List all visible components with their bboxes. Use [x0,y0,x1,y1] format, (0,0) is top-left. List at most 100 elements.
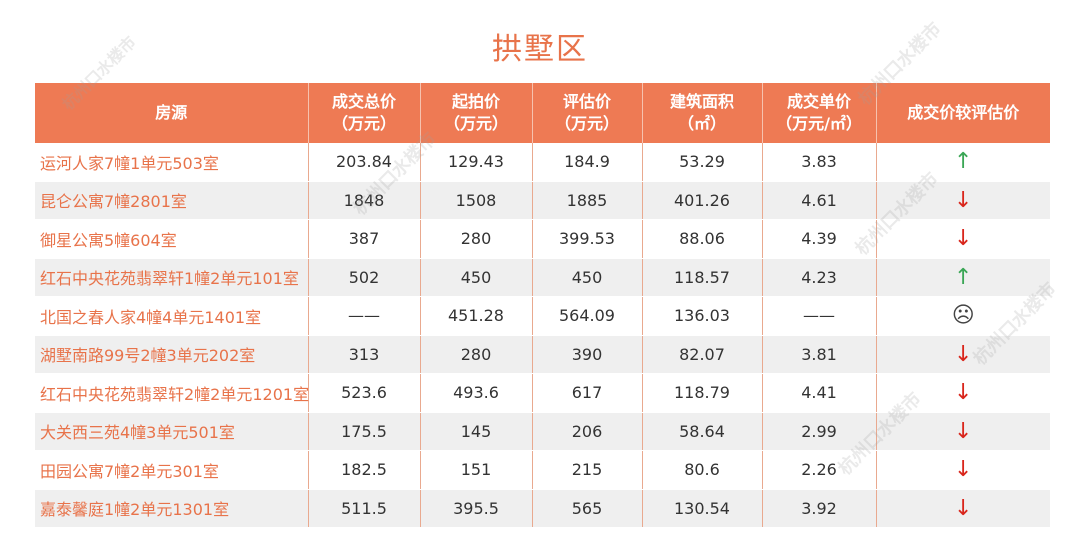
total-price-cell: —— [307,296,420,336]
area-cell: 88.06 [641,219,762,259]
appraisal-price-cell: 564.09 [531,296,642,336]
sad-face-icon: ☹ [951,303,975,329]
unit-price-cell: —— [761,296,876,336]
appraisal-price-cell: 184.9 [531,143,642,182]
unit-price-cell: 4.39 [761,219,876,259]
appraisal-price-cell: 617 [531,373,642,413]
unit-price-cell: 3.83 [761,143,876,182]
total-price-cell: 182.5 [307,450,420,490]
table-row: 湖墅南路99号2幢3单元202室 313 280 390 82.07 3.81 ↓ [35,335,1050,374]
area-cell: 82.07 [641,335,762,374]
area-cell: 53.29 [641,143,762,182]
trend-cell: ↓ [875,412,1050,451]
trend-cell: ↓ [875,489,1050,528]
total-price-cell: 502 [307,258,420,297]
unit-price-cell: 4.61 [761,181,876,220]
column-header-line1: 成交总价 [331,92,396,111]
unit-price-cell: 3.81 [761,335,876,374]
unit-price-cell: 2.99 [761,412,876,451]
start-price-cell: 145 [419,412,532,451]
table-row: 昆仑公寓7幢2801室 1848 1508 1885 401.26 4.61 ↓ [35,181,1050,220]
start-price-cell: 280 [419,219,532,259]
start-price-cell: 1508 [419,181,532,220]
appraisal-price-cell: 206 [531,412,642,451]
property-name-cell: 运河人家7幢1单元503室 [35,143,308,182]
property-name-cell: 大关西三苑4幢3单元501室 [35,412,308,451]
column-header-line1: 起拍价 [451,92,500,111]
down-arrow-icon: ↓ [954,380,973,406]
table-row: 北国之春人家4幢4单元1401室 —— 451.28 564.09 136.03 —— ☹ [35,296,1050,336]
start-price-cell: 451.28 [419,296,532,336]
down-arrow-icon: ↓ [954,495,973,521]
column-header: 建筑面积 （㎡） [641,83,762,143]
table-row: 大关西三苑4幢3单元501室 175.5 145 206 58.64 2.99 ↓ [35,412,1050,451]
appraisal-price-cell: 565 [531,489,642,528]
unit-price-cell: 4.41 [761,373,876,413]
total-price-cell: 175.5 [307,412,420,451]
start-price-cell: 280 [419,335,532,374]
column-header-line1: 成交单价 [786,92,851,111]
area-cell: 130.54 [641,489,762,528]
area-cell: 80.6 [641,450,762,490]
down-arrow-icon: ↓ [954,341,973,367]
column-header-line1: 房源 [155,103,188,122]
area-cell: 118.57 [641,258,762,297]
up-arrow-icon: ↑ [954,264,973,290]
property-name-cell: 北国之春人家4幢4单元1401室 [35,296,308,336]
total-price-cell: 511.5 [307,489,420,528]
header-row: 房源 成交总价 （万元） 起拍价 （万元） 评估价 （万元） 建筑面积 （㎡） 成交单价 （万元/㎡… [35,83,1050,143]
table-row: 御星公寓5幢604室 387 280 399.53 88.06 4.39 ↓ [35,219,1050,259]
column-header-line2: （万元） [331,114,396,133]
property-name-cell: 昆仑公寓7幢2801室 [35,181,308,220]
down-arrow-icon: ↓ [954,187,973,213]
unit-price-cell: 2.26 [761,450,876,490]
property-name-cell: 嘉泰馨庭1幢2单元1301室 [35,489,308,528]
table-row: 红石中央花苑翡翠轩1幢2单元101室 502 450 450 118.57 4.23 ↑ [35,258,1050,297]
unit-price-cell: 4.23 [761,258,876,297]
total-price-cell: 387 [307,219,420,259]
appraisal-price-cell: 215 [531,450,642,490]
table-row: 运河人家7幢1单元503室 203.84 129.43 184.9 53.29 3.83 ↑ [35,143,1050,182]
area-cell: 401.26 [641,181,762,220]
down-arrow-icon: ↓ [954,457,973,483]
column-header: 成交单价 （万元/㎡） [761,83,876,143]
page-title: 拱墅区 [492,32,588,67]
start-price-cell: 129.43 [419,143,532,182]
property-name-cell: 田园公寓7幢2单元301室 [35,450,308,490]
column-header: 成交总价 （万元） [307,83,420,143]
unit-price-cell: 3.92 [761,489,876,528]
column-header-line2: （万元） [554,114,619,133]
property-name-cell: 御星公寓5幢604室 [35,219,308,259]
up-arrow-icon: ↑ [954,149,973,175]
area-cell: 118.79 [641,373,762,413]
column-header-line1: 建筑面积 [669,92,734,111]
down-arrow-icon: ↓ [954,418,973,444]
auction-table: 房源 成交总价 （万元） 起拍价 （万元） 评估价 （万元） 建筑面积 （㎡） 成交单价 （万元/㎡… [35,83,1050,528]
column-header: 成交价较评估价 [875,83,1050,143]
total-price-cell: 203.84 [307,143,420,182]
appraisal-price-cell: 390 [531,335,642,374]
area-cell: 58.64 [641,412,762,451]
property-name-cell: 湖墅南路99号2幢3单元202室 [35,335,308,374]
table-row: 嘉泰馨庭1幢2单元1301室 511.5 395.5 565 130.54 3.92 ↓ [35,489,1050,528]
trend-cell: ↓ [875,181,1050,220]
start-price-cell: 395.5 [419,489,532,528]
column-header-line2: （万元） [443,114,508,133]
property-name-cell: 红石中央花苑翡翠轩1幢2单元101室 [35,258,308,297]
column-header: 评估价 （万元） [531,83,642,143]
appraisal-price-cell: 450 [531,258,642,297]
trend-cell: ↓ [875,335,1050,374]
column-header-line2: （万元/㎡） [776,114,862,133]
trend-cell: ↓ [875,373,1050,413]
column-header: 房源 [35,83,308,143]
appraisal-price-cell: 399.53 [531,219,642,259]
start-price-cell: 493.6 [419,373,532,413]
start-price-cell: 151 [419,450,532,490]
trend-cell: ☹ [875,296,1050,336]
area-cell: 136.03 [641,296,762,336]
trend-cell: ↓ [875,219,1050,259]
column-header-line1: 评估价 [562,92,611,111]
trend-cell: ↑ [875,258,1050,297]
down-arrow-icon: ↓ [954,226,973,252]
table-row: 红石中央花苑翡翠轩2幢2单元1201室 523.6 493.6 617 118.79 4.… [35,373,1050,413]
